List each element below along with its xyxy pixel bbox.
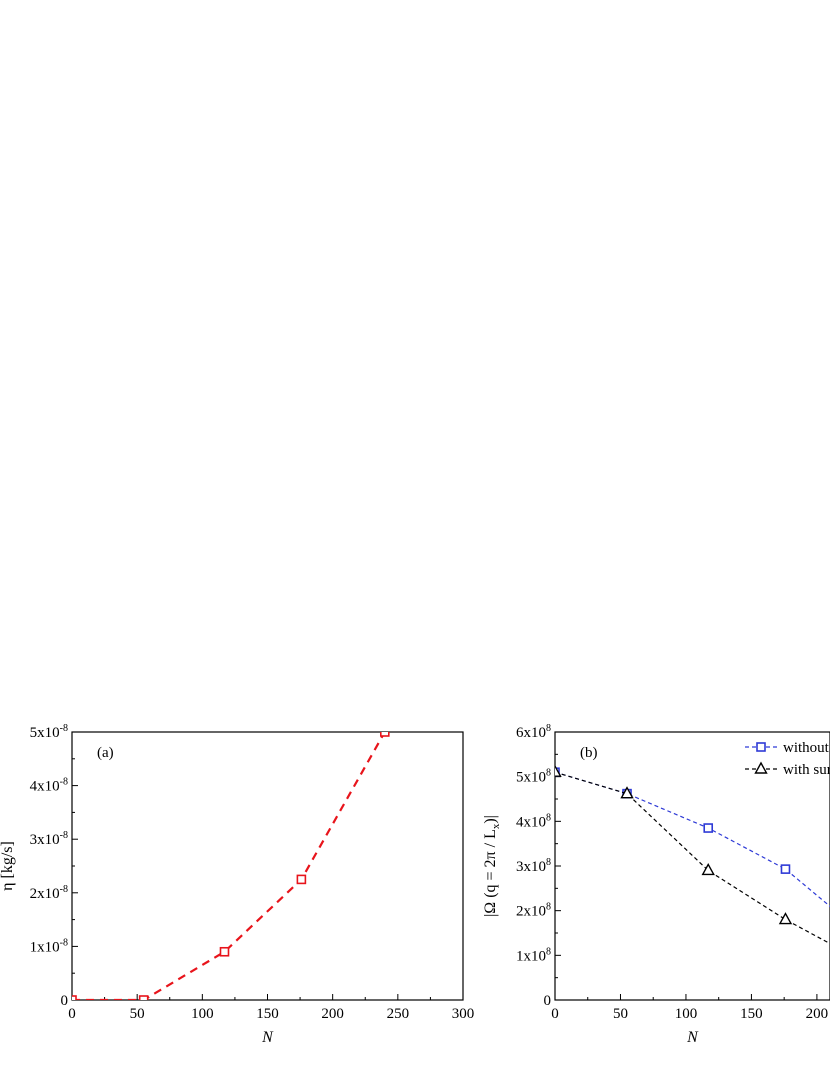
y-tick-label: 2x10-8 xyxy=(30,884,68,902)
y-tick-label: 1x108 xyxy=(516,946,551,964)
y-tick-label: 4x10-8 xyxy=(30,777,68,795)
legend-label: with sur xyxy=(783,762,830,778)
y-tick-label: 3x108 xyxy=(516,857,551,875)
y-tick-label: 5x10-8 xyxy=(30,723,68,741)
x-tick-label: 200 xyxy=(806,1006,829,1022)
y-tick-label: 3x10-8 xyxy=(30,830,68,848)
series-line-without xyxy=(555,771,830,908)
x-tick-label: 100 xyxy=(675,1006,698,1022)
data-point xyxy=(72,995,77,1000)
y-tick-label: 0 xyxy=(61,993,69,1009)
x-tick-label: 50 xyxy=(613,1006,628,1022)
data-point xyxy=(701,863,715,876)
data-point xyxy=(138,995,149,1000)
legend-label: without xyxy=(783,740,830,756)
y-tick-label: 1x10-8 xyxy=(30,937,68,955)
x-tick-label: 250 xyxy=(387,1006,410,1022)
panel-label: (a) xyxy=(97,745,114,761)
data-point xyxy=(780,864,791,874)
x-axis-label: N xyxy=(261,1029,274,1046)
panel-b-chart: 0 50 100 150 200 0 1x108 2x108 3x108 4x108 5x108 6x… xyxy=(482,723,830,1046)
x-tick-label: 150 xyxy=(256,1006,279,1022)
plot-frame xyxy=(71,731,464,1001)
legend-marker xyxy=(756,742,766,752)
y-tick-label: 4x108 xyxy=(516,812,551,830)
x-tick-label: 50 xyxy=(130,1006,145,1022)
x-tick-label: 0 xyxy=(68,1006,76,1022)
data-point xyxy=(296,874,307,885)
data-point xyxy=(555,764,562,777)
x-tick-label: 150 xyxy=(740,1006,763,1022)
y-tick-label: 5x108 xyxy=(516,768,551,786)
x-tick-label: 300 xyxy=(452,1006,475,1022)
series-line-with-sur xyxy=(555,771,830,945)
x-tick-label: 100 xyxy=(191,1006,214,1022)
data-point xyxy=(778,912,793,925)
data-point xyxy=(620,786,634,799)
data-point xyxy=(379,732,390,737)
x-tick-label: 0 xyxy=(551,1006,559,1022)
data-point xyxy=(703,823,714,833)
series-line-0 xyxy=(72,732,386,1000)
y-tick-label: 0 xyxy=(544,993,552,1009)
legend-marker xyxy=(754,761,768,774)
panel-label: (b) xyxy=(580,745,598,761)
y-tick-label: 6x108 xyxy=(516,723,551,741)
data-point xyxy=(219,946,230,957)
x-tick-label: 200 xyxy=(321,1006,344,1022)
series-group xyxy=(72,732,390,1000)
y-tick-label: 2x108 xyxy=(516,902,551,920)
y-axis-label: η [kg/s] xyxy=(0,841,16,891)
panel-a-chart: 0 50 100 150 200 250 300 0 1x10-8 2x10-8 3x10-8 4x1… xyxy=(0,723,474,1046)
series-group xyxy=(555,764,830,945)
x-axis-label: N xyxy=(686,1029,699,1046)
y-axis-label: |Ω (q = 2π / Lx)| xyxy=(482,815,502,917)
